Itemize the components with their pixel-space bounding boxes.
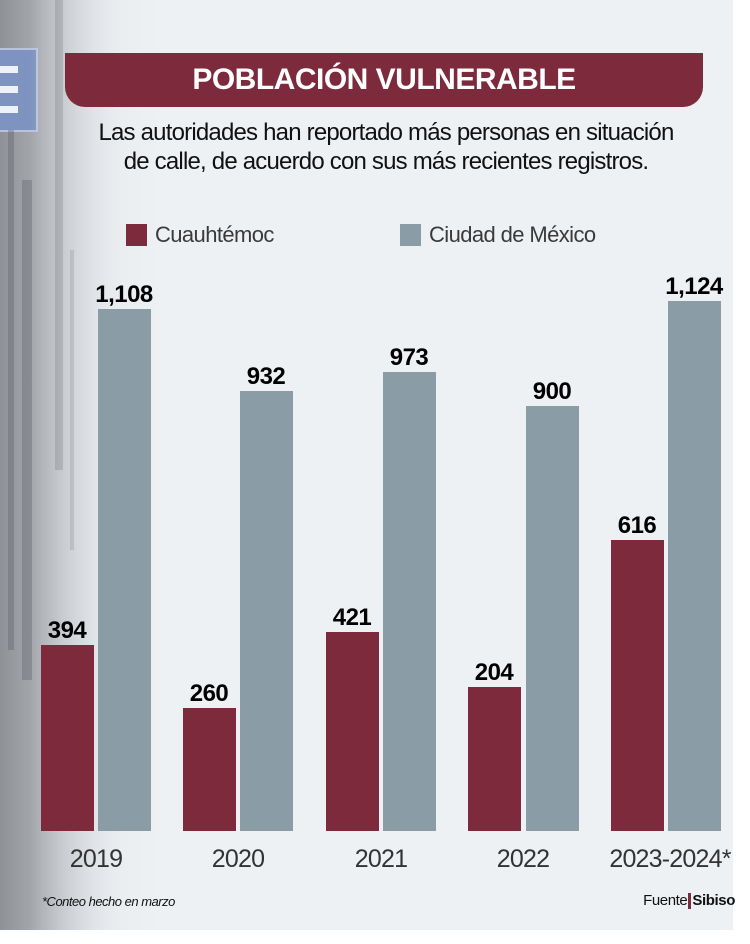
value-label: 900: [532, 378, 572, 405]
category-label: 2019: [69, 845, 123, 873]
value-label: 421: [332, 604, 372, 631]
footnote: *Conteo hecho en marzo: [42, 894, 175, 909]
legend-item-cuauhtemoc: Cuauhtémoc: [126, 222, 274, 248]
bar-cuauhtemoc-2020: [183, 708, 236, 831]
bar-cdmx-2021: [383, 372, 436, 831]
bar-cuauhtemoc-2021: [326, 632, 379, 831]
legend-label: Cuauhtémoc: [155, 222, 274, 247]
legend-label: Ciudad de México: [429, 222, 596, 247]
bar-cdmx-2023-2024: [668, 301, 721, 831]
legend-swatch-cuauhtemoc: [126, 224, 147, 246]
subtitle-line-2: de calle, de acuerdo con sus más recient…: [123, 148, 649, 175]
value-label: 932: [246, 363, 286, 390]
source-divider: [688, 892, 692, 909]
value-label: 1,108: [95, 281, 153, 308]
value-label: 1,124: [665, 273, 723, 300]
legend-item-cdmx: Ciudad de México: [400, 222, 596, 248]
bar-cdmx-2022: [526, 406, 579, 831]
source-credit: Fuente Sibiso: [643, 892, 735, 909]
value-label: 260: [189, 680, 229, 707]
category-label: 2020: [211, 845, 265, 873]
value-label: 616: [617, 512, 657, 539]
value-label: 973: [389, 344, 429, 371]
legend-swatch-cdmx: [400, 224, 421, 246]
bar-cdmx-2020: [240, 391, 293, 831]
category-label: 2021: [354, 845, 408, 873]
category-label: 2023-2024*: [609, 845, 731, 873]
bar-cuauhtemoc-2023-2024: [611, 540, 664, 831]
chart-title: POBLACIÓN VULNERABLE: [192, 63, 576, 96]
source-prefix: Fuente: [643, 892, 688, 909]
value-label: 204: [474, 659, 514, 686]
chart-subtitle: Las autoridades han reportado más person…: [60, 118, 712, 176]
category-label: 2022: [496, 845, 550, 873]
bar-cuauhtemoc-2022: [468, 687, 521, 831]
source-name: Sibiso: [692, 892, 735, 909]
bar-cuauhtemoc-2019: [41, 645, 94, 831]
subtitle-line-1: Las autoridades han reportado más person…: [98, 119, 674, 146]
value-label: 394: [47, 617, 87, 644]
title-banner: POBLACIÓN VULNERABLE: [65, 53, 703, 107]
bar-cdmx-2019: [98, 309, 151, 831]
